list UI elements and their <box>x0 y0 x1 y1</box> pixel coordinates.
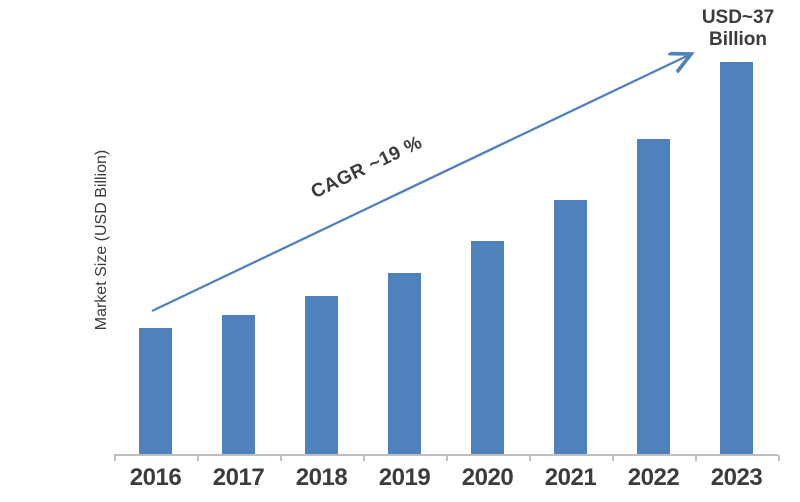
bar-2021 <box>554 200 587 455</box>
x-tick-label-2022: 2022 <box>627 464 680 491</box>
x-axis-tick <box>529 455 531 461</box>
x-axis-tick <box>778 455 780 461</box>
x-tick-label-2023: 2023 <box>710 464 763 491</box>
x-axis-tick <box>446 455 448 461</box>
bar-2022 <box>637 139 670 455</box>
x-tick-label-2021: 2021 <box>544 464 597 491</box>
x-axis-tick <box>114 455 116 461</box>
x-axis-tick <box>612 455 614 461</box>
bar-2020 <box>471 241 504 455</box>
end-value-annotation: USD~37 Billion <box>688 7 788 51</box>
x-axis-tick <box>197 455 199 461</box>
x-tick-label-2016: 2016 <box>129 464 182 491</box>
bar-2017 <box>222 314 255 455</box>
x-tick-label-2018: 2018 <box>295 464 348 491</box>
bar-2019 <box>388 273 421 455</box>
x-tick-label-2017: 2017 <box>212 464 265 491</box>
end-value-line2: Billion <box>708 28 768 50</box>
bar-2018 <box>305 295 338 455</box>
bar-2016 <box>139 327 172 455</box>
x-axis-tick <box>280 455 282 461</box>
x-axis-tick <box>363 455 365 461</box>
bar-2023 <box>720 61 753 455</box>
x-axis-tick <box>695 455 697 461</box>
x-tick-label-2019: 2019 <box>378 464 431 491</box>
end-value-line1: USD~37 <box>701 7 775 28</box>
x-tick-label-2020: 2020 <box>461 464 514 491</box>
